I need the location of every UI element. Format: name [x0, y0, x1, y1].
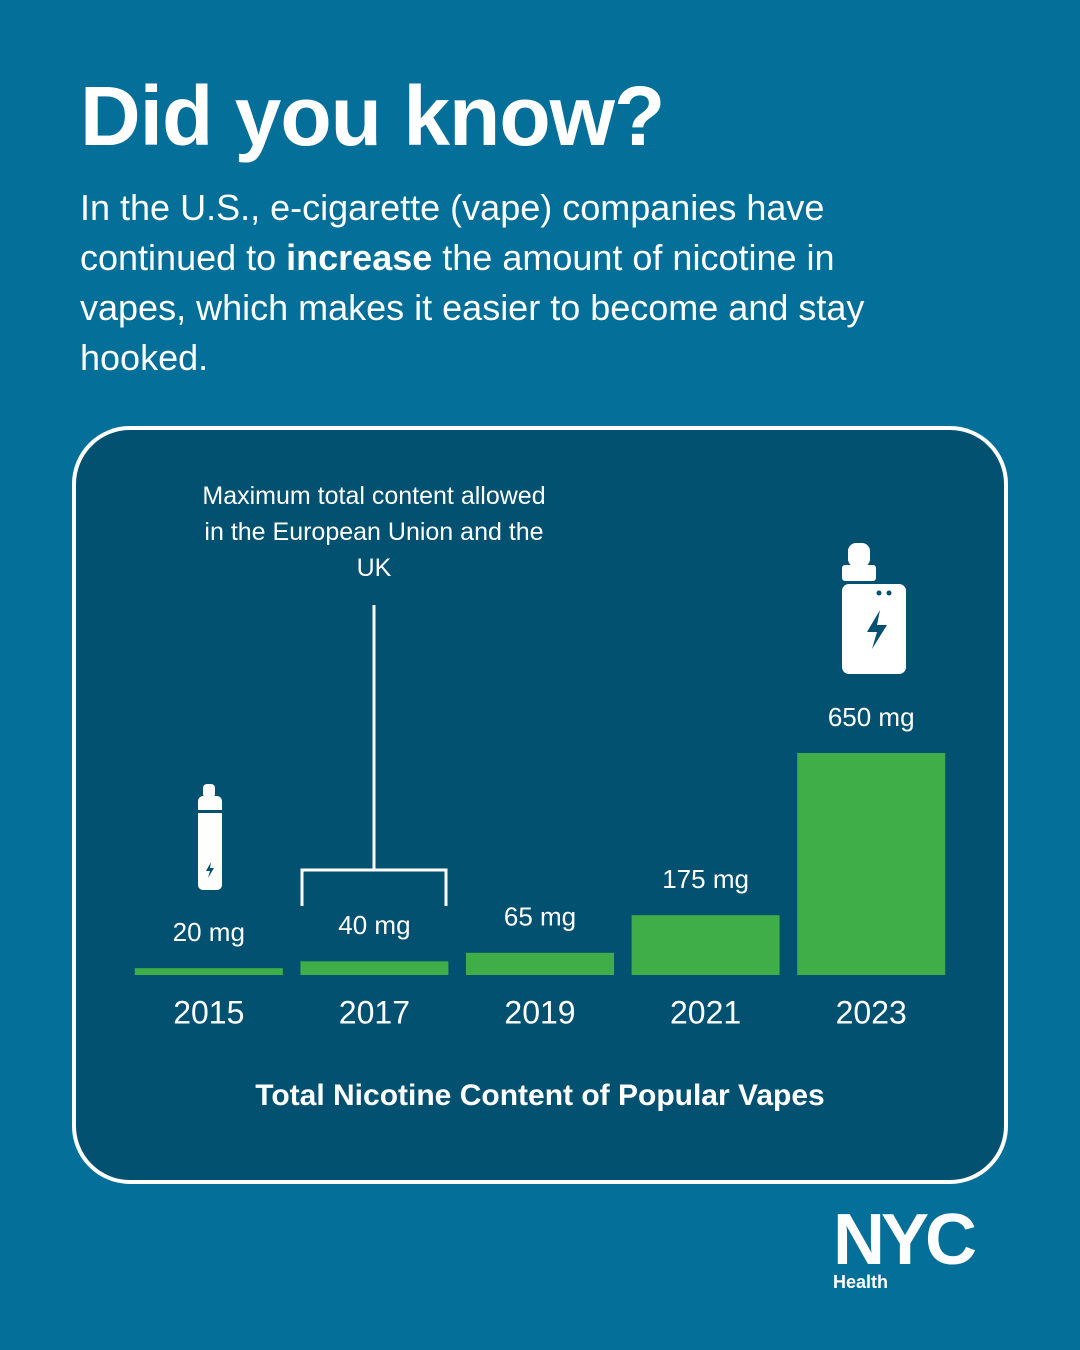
annotation-bracket: [300, 605, 448, 906]
x-tick-label: 2021: [670, 994, 741, 1030]
intro-part: In the U.S., e-cigarette (vape) companie…: [80, 187, 825, 278]
value-label: 650 mg: [828, 702, 915, 732]
logo-name: NYC: [833, 1200, 976, 1280]
x-tick-label: 2017: [339, 994, 410, 1030]
box-vape-icon: [842, 543, 906, 674]
bar: [300, 961, 449, 975]
bar: [797, 753, 946, 975]
intro-part: the amount of nicotine in vapes, which m…: [80, 237, 865, 378]
logo-department: Health: [833, 1272, 888, 1292]
intro-text: In the U.S., e-cigarette (vape) companie…: [80, 183, 880, 383]
chart-panel: [72, 426, 1008, 1184]
x-tick-label: 2015: [173, 994, 244, 1030]
annotation: Maximum total content allowed in the Eur…: [202, 482, 546, 582]
bar: [466, 952, 614, 975]
pen-vape-icon: [198, 784, 222, 890]
value-label: 175 mg: [662, 864, 749, 894]
value-label: 20 mg: [173, 917, 245, 947]
bar: [631, 915, 780, 975]
chart-title: Total Nicotine Content of Popular Vapes: [255, 1079, 825, 1112]
intro-emphasis: increase: [286, 237, 433, 278]
value-label: 65 mg: [504, 902, 576, 932]
headline: Did you know?: [80, 69, 665, 163]
x-tick-label: 2023: [836, 994, 907, 1030]
x-tick-label: 2019: [504, 994, 575, 1030]
value-label: 40 mg: [338, 910, 410, 940]
bar: [134, 968, 283, 975]
